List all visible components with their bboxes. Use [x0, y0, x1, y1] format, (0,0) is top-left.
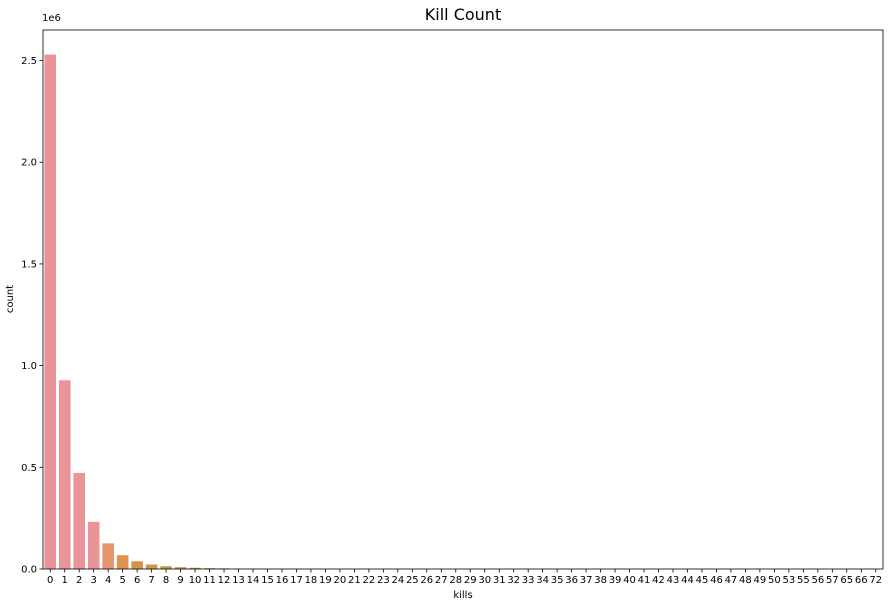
x-tick-label: 11: [203, 575, 216, 586]
x-tick-label: 53: [782, 575, 795, 586]
x-tick-label: 39: [609, 575, 622, 586]
bar: [117, 555, 129, 569]
bar: [59, 380, 71, 569]
bar: [146, 565, 158, 569]
x-tick-label: 33: [522, 575, 535, 586]
x-tick-label: 18: [305, 575, 318, 586]
y-tick-label: 0.0: [21, 565, 37, 576]
x-tick-label: 42: [652, 575, 665, 586]
x-tick-label: 31: [493, 575, 506, 586]
x-tick-label: 41: [638, 575, 651, 586]
x-tick-label: 37: [580, 575, 593, 586]
x-tick-label: 47: [725, 575, 738, 586]
x-tick-label: 17: [290, 575, 303, 586]
bar: [131, 561, 143, 569]
x-tick-label: 40: [623, 575, 636, 586]
x-tick-label: 8: [163, 575, 169, 586]
x-tick-label: 13: [232, 575, 245, 586]
x-tick-label: 38: [594, 575, 607, 586]
x-tick-label: 30: [478, 575, 491, 586]
y-tick-label: 2.5: [21, 56, 37, 67]
x-tick-label: 46: [710, 575, 723, 586]
x-tick-label: 1: [62, 575, 68, 586]
x-tick-label: 10: [189, 575, 202, 586]
x-tick-label: 3: [91, 575, 97, 586]
x-tick-label: 34: [536, 575, 549, 586]
x-tick-label: 9: [177, 575, 183, 586]
x-tick-label: 23: [377, 575, 390, 586]
x-tick-label: 57: [826, 575, 839, 586]
x-tick-label: 72: [869, 575, 882, 586]
x-tick-label: 29: [464, 575, 477, 586]
x-tick-label: 45: [696, 575, 709, 586]
x-tick-label: 25: [406, 575, 419, 586]
x-tick-label: 0: [47, 575, 53, 586]
bar: [73, 473, 85, 569]
bar: [102, 543, 114, 569]
x-tick-label: 12: [218, 575, 231, 586]
x-tick-label: 56: [811, 575, 824, 586]
bar: [44, 55, 56, 569]
x-tick-label: 16: [276, 575, 289, 586]
x-tick-label: 43: [667, 575, 680, 586]
bars-group: [44, 55, 881, 569]
x-tick-label: 5: [119, 575, 125, 586]
x-tick-label: 49: [754, 575, 767, 586]
x-tick-label: 65: [840, 575, 853, 586]
bar: [160, 566, 172, 569]
y-axis-ticks: 0.0 0.5 1.0 1.5 2.0 2.5: [21, 56, 43, 575]
y-tick-label: 0.5: [21, 463, 37, 474]
x-tick-label: 66: [855, 575, 868, 586]
x-tick-label: 22: [362, 575, 375, 586]
y-axis-offset-label: 1e6: [42, 13, 61, 24]
x-tick-label: 26: [420, 575, 433, 586]
x-axis-label: kills: [453, 590, 472, 601]
y-axis-label: count: [5, 285, 16, 313]
bar: [88, 522, 100, 569]
x-tick-label: 7: [148, 575, 154, 586]
y-tick-label: 1.5: [21, 259, 37, 270]
x-tick-label: 15: [261, 575, 274, 586]
x-tick-label: 28: [449, 575, 462, 586]
y-tick-label: 2.0: [21, 158, 37, 169]
x-tick-label: 14: [247, 575, 260, 586]
x-tick-label: 19: [319, 575, 332, 586]
x-tick-label: 36: [565, 575, 578, 586]
plot-frame: [43, 30, 883, 569]
x-tick-label: 2: [76, 575, 82, 586]
x-tick-label: 20: [334, 575, 347, 586]
x-tick-label: 21: [348, 575, 361, 586]
x-tick-label: 48: [739, 575, 752, 586]
x-tick-label: 24: [391, 575, 404, 586]
x-tick-label: 27: [435, 575, 448, 586]
x-tick-label: 55: [797, 575, 810, 586]
y-tick-label: 1.0: [21, 361, 37, 372]
chart-title: Kill Count: [425, 5, 501, 24]
x-tick-label: 44: [681, 575, 694, 586]
x-tick-label: 35: [551, 575, 564, 586]
x-tick-label: 32: [507, 575, 520, 586]
x-tick-label: 6: [134, 575, 140, 586]
x-tick-label: 4: [105, 575, 111, 586]
x-tick-label: 50: [768, 575, 781, 586]
